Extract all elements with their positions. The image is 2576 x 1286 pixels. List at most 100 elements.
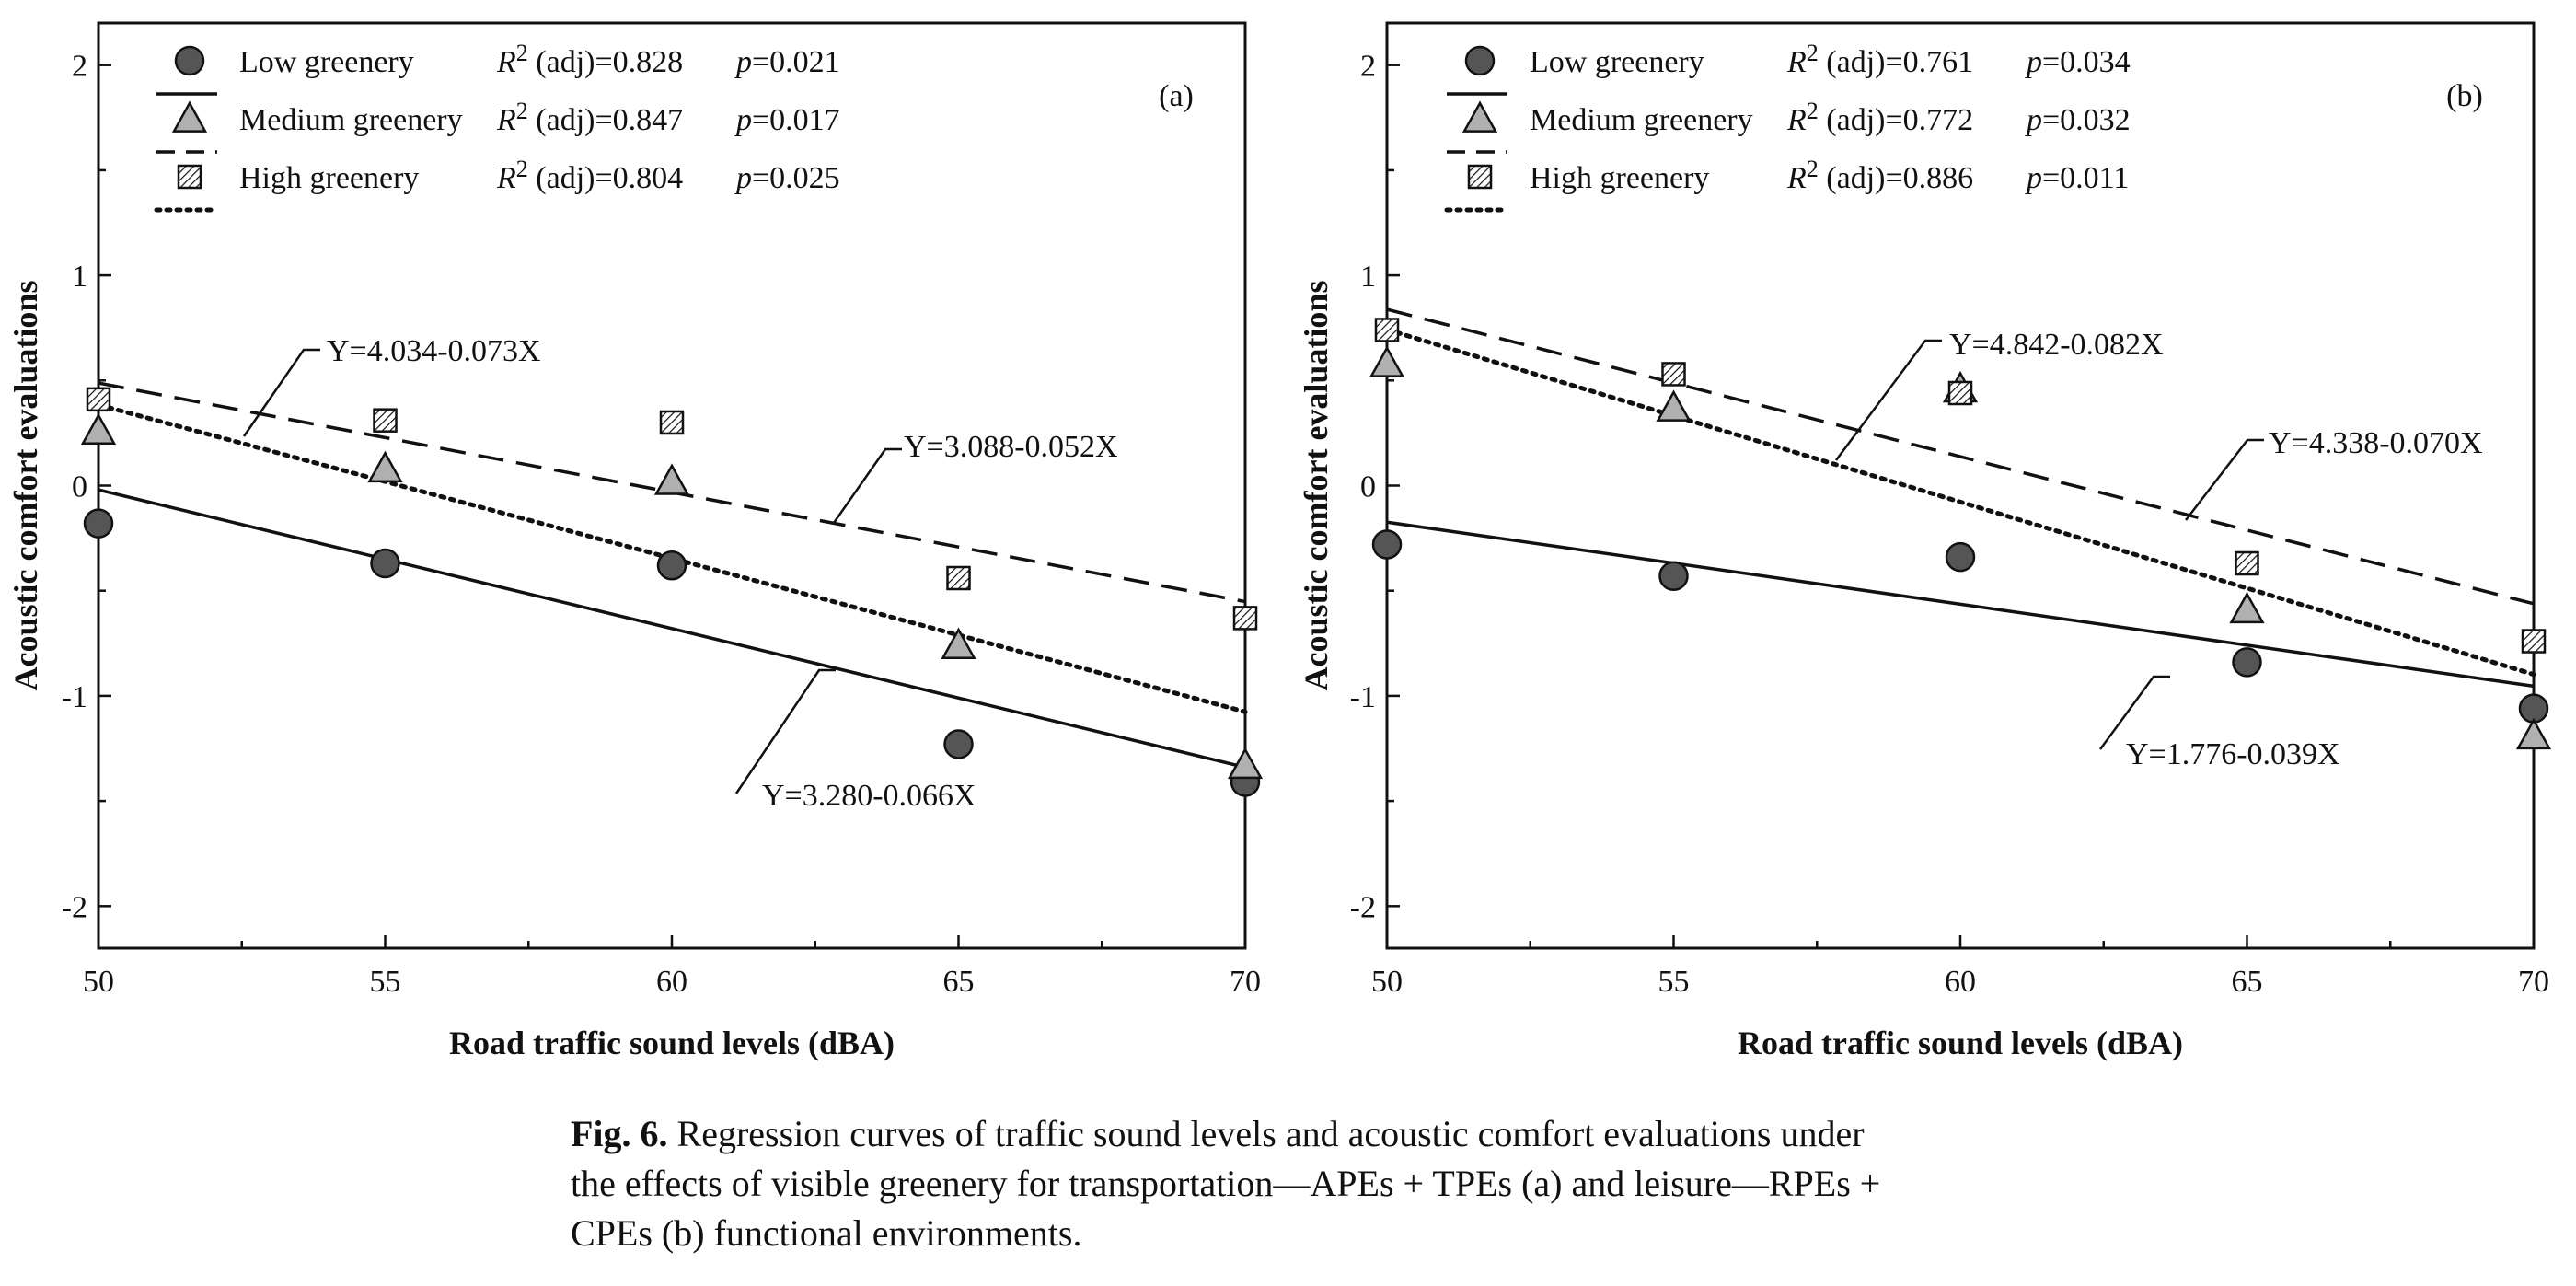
data-point-high-greenery — [1947, 380, 1973, 406]
data-point-low-greenery — [1658, 561, 1689, 591]
data-point-high-greenery — [373, 408, 398, 433]
regression-line-high-greenery — [96, 402, 1248, 714]
legend-r2-stat: R2 (adj)=0.804 — [496, 156, 683, 195]
x-tick-label: 55 — [1658, 965, 1690, 999]
figure-caption: Fig. 6. Regression curves of traffic sou… — [571, 1109, 1896, 1258]
y-tick-label: -1 — [62, 680, 87, 714]
panel-label: (a) — [1159, 79, 1194, 113]
regression-line-low-greenery — [1386, 520, 2535, 689]
regression-equation-label: Y=3.280-0.066X — [762, 779, 976, 813]
y-tick-label: 0 — [72, 470, 87, 504]
legend-marker-circle — [1464, 45, 1496, 76]
x-axis-title: Road traffic sound levels (dBA) — [1738, 1025, 2183, 1061]
legend-marker-circle — [174, 45, 205, 76]
x-tick-label: 65 — [943, 965, 975, 999]
x-tick-label: 55 — [370, 965, 401, 999]
regression-line-low-greenery — [98, 488, 1246, 770]
legend-r2-stat: R2 (adj)=0.886 — [1786, 156, 1973, 195]
x-tick-label: 50 — [83, 965, 114, 999]
data-point-low-greenery — [2232, 647, 2262, 678]
y-tick-label: -2 — [1350, 890, 1376, 924]
y-tick-label: 1 — [1360, 260, 1376, 294]
y-axis-title: Acoustic comfort evaluations — [1298, 281, 1334, 691]
data-point-medium-greenery — [367, 450, 403, 483]
x-tick-label: 60 — [1945, 965, 1976, 999]
data-point-medium-greenery — [1656, 389, 1692, 422]
regression-equation-label: Y=4.338-0.070X — [2269, 426, 2483, 460]
legend-p-value: p=0.011 — [2025, 161, 2129, 195]
regression-equation-label: Y=3.088-0.052X — [904, 430, 1118, 464]
data-point-high-greenery — [946, 565, 971, 591]
caption-label: Fig. 6. — [571, 1113, 668, 1154]
data-point-low-greenery — [943, 729, 974, 759]
legend-label: Low greenery — [239, 45, 414, 79]
equation-leader-line — [242, 348, 320, 437]
y-tick-label: -2 — [62, 890, 87, 924]
data-point-low-greenery — [1371, 529, 1403, 560]
legend-marker-triangle — [1461, 100, 1498, 133]
regression-line-high-greenery — [1384, 327, 2536, 678]
regression-equation-label: Y=1.776-0.039X — [2126, 737, 2340, 771]
data-point-high-greenery — [86, 387, 111, 412]
data-point-medium-greenery — [653, 463, 690, 495]
data-point-low-greenery — [656, 550, 687, 581]
regression-equation-label: Y=4.034-0.073X — [327, 334, 541, 368]
data-point-low-greenery — [370, 548, 400, 579]
legend-marker-hatched-square — [1467, 164, 1493, 190]
legend-p-value: p=0.032 — [2025, 103, 2131, 137]
data-point-low-greenery — [83, 508, 114, 539]
data-point-high-greenery — [659, 410, 685, 435]
data-point-medium-greenery — [2515, 717, 2552, 750]
x-tick-label: 60 — [656, 965, 687, 999]
legend-label: High greenery — [1530, 161, 1709, 195]
y-tick-label: 2 — [72, 50, 87, 84]
regression-line-medium-greenery — [1386, 307, 2535, 606]
legend-r2-stat: R2 (adj)=0.761 — [1786, 40, 1973, 79]
legend-label: Medium greenery — [239, 103, 463, 137]
y-tick-label: -1 — [1350, 680, 1376, 714]
equation-leader-line — [2185, 438, 2264, 521]
equation-leader-line — [1834, 339, 1942, 461]
caption-text: Regression curves of traffic sound level… — [571, 1113, 1881, 1254]
chart-panel-a: 50 55 60 65 70 -2 -1 0 1 2 Road traffic sound leve… — [7, 21, 1264, 1061]
data-point-high-greenery — [2521, 629, 2547, 654]
data-point-medium-greenery — [1369, 345, 1405, 377]
y-tick-label: 2 — [1360, 50, 1376, 84]
data-point-low-greenery — [1945, 541, 1976, 573]
legend-label: Low greenery — [1530, 45, 1704, 79]
legend-label: High greenery — [239, 161, 419, 195]
data-point-medium-greenery — [941, 627, 976, 659]
equation-leader-line — [832, 447, 902, 524]
legend-p-value: p=0.025 — [734, 161, 840, 195]
legend-marker-triangle — [171, 100, 208, 133]
legend-p-value: p=0.021 — [734, 45, 840, 79]
legend-r2-stat: R2 (adj)=0.828 — [496, 40, 683, 79]
x-tick-label: 50 — [1371, 965, 1403, 999]
panel-label: (b) — [2446, 79, 2483, 113]
x-tick-label: 70 — [1230, 965, 1261, 999]
legend-marker-hatched-square — [177, 164, 202, 190]
x-tick-label: 70 — [2518, 965, 2549, 999]
data-point-high-greenery — [2235, 550, 2259, 576]
legend-p-value: p=0.017 — [734, 103, 840, 137]
x-tick-label: 65 — [2232, 965, 2263, 999]
regression-equation-label: Y=4.842-0.082X — [1949, 328, 2164, 362]
equation-leader-line — [2098, 675, 2170, 750]
y-tick-label: 0 — [1360, 470, 1376, 504]
legend-label: Medium greenery — [1530, 103, 1753, 137]
data-point-high-greenery — [1661, 362, 1686, 387]
data-point-medium-greenery — [1227, 747, 1264, 780]
data-point-high-greenery — [1232, 606, 1258, 631]
legend-r2-stat: R2 (adj)=0.772 — [1786, 98, 1973, 137]
y-axis-title: Acoustic comfort evaluations — [7, 281, 44, 691]
equation-leader-line — [734, 668, 836, 794]
x-axis-title: Road traffic sound levels (dBA) — [449, 1025, 895, 1061]
legend-r2-stat: R2 (adj)=0.847 — [496, 98, 683, 137]
legend-p-value: p=0.034 — [2025, 45, 2131, 79]
chart-panel-b: 50 55 60 65 70 -2 -1 0 1 2 Road traffic sound leve… — [1298, 21, 2552, 1061]
data-point-high-greenery — [1374, 318, 1400, 342]
data-point-medium-greenery — [80, 412, 117, 445]
y-tick-label: 1 — [72, 260, 87, 294]
data-point-medium-greenery — [2229, 591, 2265, 624]
